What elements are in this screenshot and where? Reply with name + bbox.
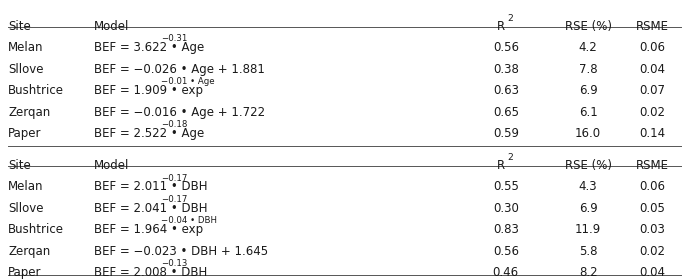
Text: 6.1: 6.1 (579, 106, 597, 118)
Text: 8.2: 8.2 (579, 266, 597, 279)
Text: Site: Site (8, 20, 31, 33)
Text: R: R (497, 20, 505, 33)
Text: BEF = 2.522 • Age: BEF = 2.522 • Age (94, 127, 204, 140)
Text: BEF = 2.008 • DBH: BEF = 2.008 • DBH (94, 266, 207, 279)
Text: 6.9: 6.9 (579, 84, 597, 97)
Text: 0.59: 0.59 (493, 127, 519, 140)
Text: BEF = −0.016 • Age + 1.722: BEF = −0.016 • Age + 1.722 (94, 106, 265, 118)
Text: RSE (%): RSE (%) (564, 159, 612, 172)
Text: RSE (%): RSE (%) (564, 20, 612, 33)
Text: 5.8: 5.8 (579, 245, 597, 258)
Text: BEF = 1.909 • exp: BEF = 1.909 • exp (94, 84, 203, 97)
Text: −0.17: −0.17 (161, 195, 187, 204)
Text: 6.9: 6.9 (579, 202, 597, 215)
Text: 0.14: 0.14 (639, 127, 665, 140)
Text: 7.8: 7.8 (579, 63, 597, 76)
Text: Site: Site (8, 159, 31, 172)
Text: 0.30: 0.30 (493, 202, 519, 215)
Text: Melan: Melan (8, 41, 43, 54)
Text: Melan: Melan (8, 180, 43, 193)
Text: 0.65: 0.65 (493, 106, 519, 118)
Text: BEF = 3.622 • Age: BEF = 3.622 • Age (94, 41, 204, 54)
Text: 2: 2 (507, 14, 513, 23)
Text: 0.02: 0.02 (639, 106, 665, 118)
Text: 0.04: 0.04 (639, 63, 665, 76)
Text: −0.31: −0.31 (161, 34, 187, 43)
Text: RSME: RSME (635, 20, 668, 33)
Text: Model: Model (94, 159, 130, 172)
Text: Bushtrice: Bushtrice (8, 223, 64, 236)
Text: −0.18: −0.18 (161, 120, 187, 129)
Text: BEF = 2.011 • DBH: BEF = 2.011 • DBH (94, 180, 207, 193)
Text: BEF = 2.041 • DBH: BEF = 2.041 • DBH (94, 202, 207, 215)
Text: Zerqan: Zerqan (8, 245, 50, 258)
Text: Sllove: Sllove (8, 202, 43, 215)
Text: −0.17: −0.17 (161, 174, 187, 183)
Text: 11.9: 11.9 (575, 223, 601, 236)
Text: 0.38: 0.38 (493, 63, 519, 76)
Text: RSME: RSME (635, 159, 668, 172)
Text: 0.56: 0.56 (493, 245, 519, 258)
Text: 0.55: 0.55 (493, 180, 519, 193)
Text: −0.13: −0.13 (161, 259, 187, 268)
Text: 0.03: 0.03 (639, 223, 665, 236)
Text: 0.06: 0.06 (639, 180, 665, 193)
Text: Model: Model (94, 20, 130, 33)
Text: 16.0: 16.0 (575, 127, 601, 140)
Text: Paper: Paper (8, 127, 42, 140)
Text: BEF = 1.964 • exp: BEF = 1.964 • exp (94, 223, 203, 236)
Text: Bushtrice: Bushtrice (8, 84, 64, 97)
Text: 0.83: 0.83 (493, 223, 519, 236)
Text: 0.07: 0.07 (639, 84, 665, 97)
Text: 0.02: 0.02 (639, 245, 665, 258)
Text: Zerqan: Zerqan (8, 106, 50, 118)
Text: BEF = −0.023 • DBH + 1.645: BEF = −0.023 • DBH + 1.645 (94, 245, 268, 258)
Text: BEF = −0.026 • Age + 1.881: BEF = −0.026 • Age + 1.881 (94, 63, 265, 76)
Text: 0.06: 0.06 (639, 41, 665, 54)
Text: 4.3: 4.3 (579, 180, 597, 193)
Text: 0.56: 0.56 (493, 41, 519, 54)
Text: 0.04: 0.04 (639, 266, 665, 279)
Text: 0.05: 0.05 (639, 202, 665, 215)
Text: Sllove: Sllove (8, 63, 43, 76)
Text: 0.46: 0.46 (493, 266, 519, 279)
Text: −0.01 • Age: −0.01 • Age (161, 77, 215, 86)
Text: −0.04 • DBH: −0.04 • DBH (161, 216, 217, 225)
Text: R: R (497, 159, 505, 172)
Text: 0.63: 0.63 (493, 84, 519, 97)
Text: Paper: Paper (8, 266, 42, 279)
Text: 4.2: 4.2 (579, 41, 597, 54)
Text: 2: 2 (507, 153, 513, 162)
